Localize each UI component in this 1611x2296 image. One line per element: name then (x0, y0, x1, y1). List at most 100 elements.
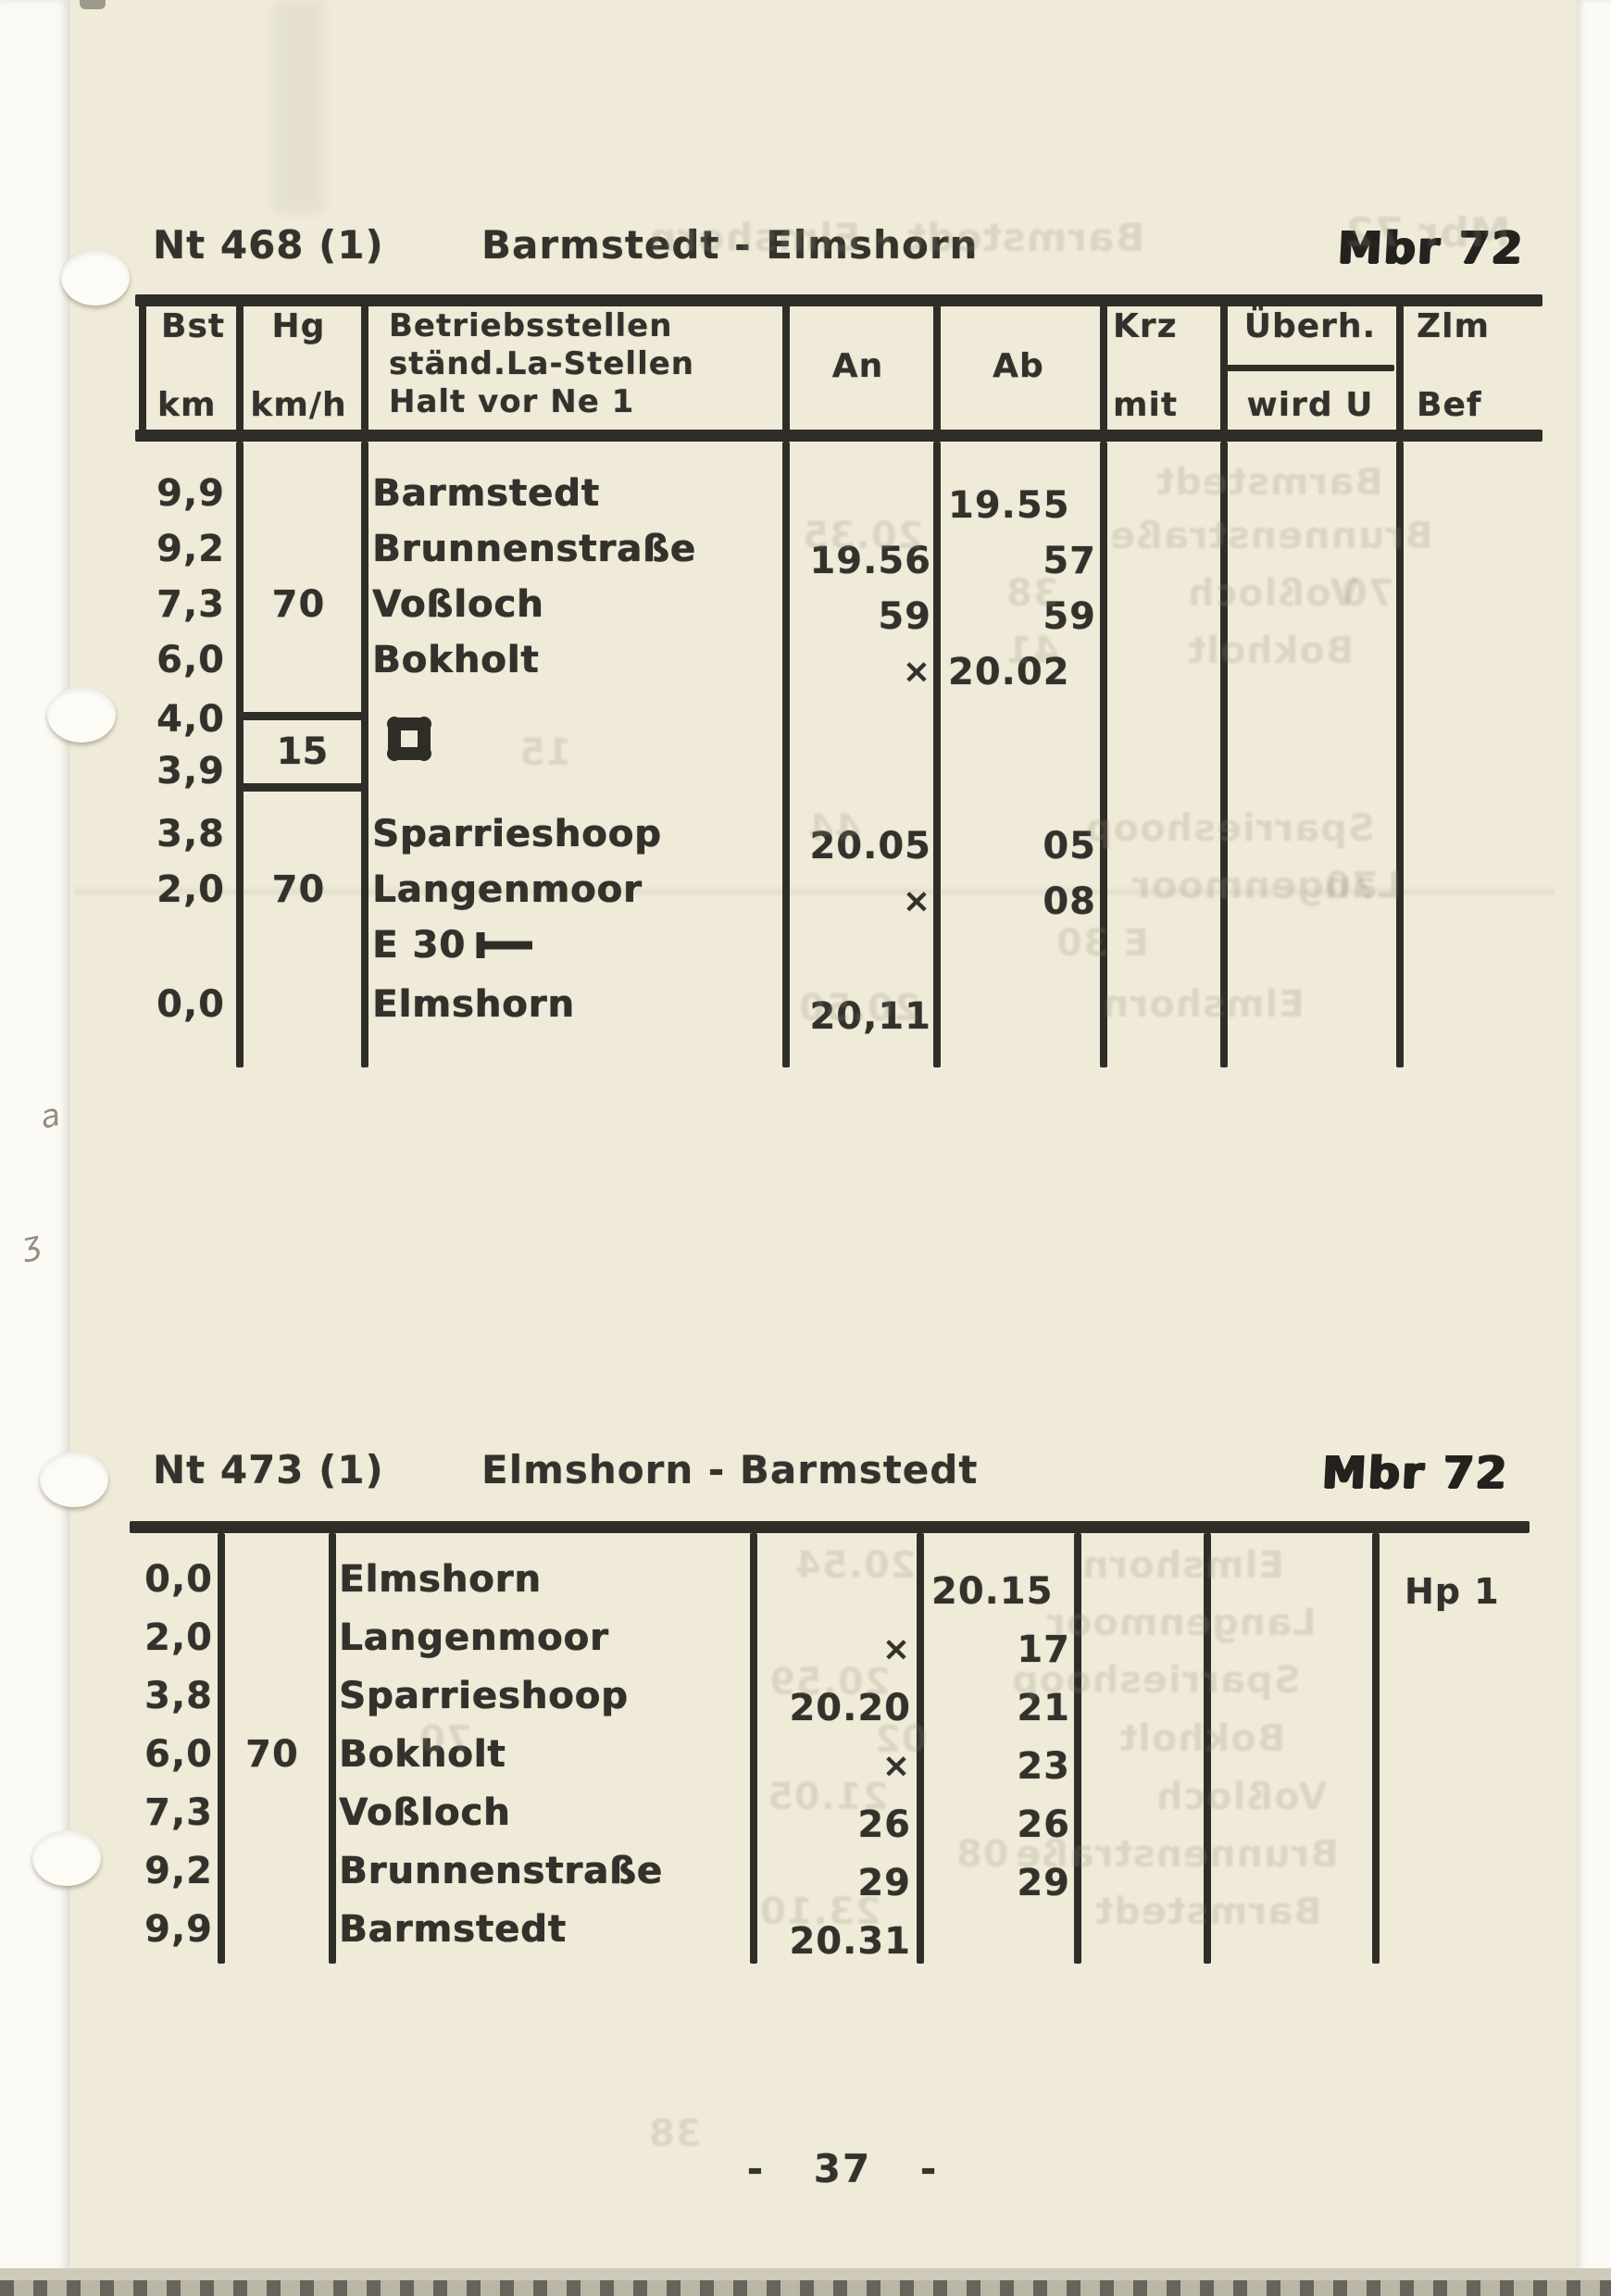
bleedthrough-text: Barmstedt (1094, 1890, 1322, 1933)
cell-km-value: 9,2 (156, 528, 225, 570)
train-number: Nt 468 (1) (153, 222, 384, 268)
cell-ab-value: 17 (1017, 1628, 1070, 1671)
cell-ab-value: 20.02 (948, 651, 1070, 693)
header-label-zlm: Zlm (1417, 307, 1490, 345)
cell-km-value: 2,0 (144, 1616, 213, 1659)
scan-bottom-perforation (0, 2280, 1611, 2296)
column-divider (236, 442, 244, 1067)
table-rule (135, 294, 1542, 306)
cell-ab-value: 21 (1017, 1687, 1070, 1729)
paper-crease (74, 885, 1555, 898)
header-label-ab: Ab (993, 346, 1044, 385)
cell-hg: 70 (218, 1728, 327, 1780)
cell-ab: 19.55 (939, 480, 1105, 531)
crossing-time-mark: × (784, 876, 974, 928)
header-cell-ab: Ab (941, 307, 1096, 424)
table-row: 9,9 Barmstedt 19.55 (139, 468, 1546, 527)
column-divider (1074, 1533, 1081, 1964)
cell-hg-value: 70 (271, 583, 326, 626)
cell-an-value: × (902, 653, 931, 691)
crossing-time-mark: × (784, 646, 974, 698)
train-number: Nt 473 (1) (153, 1447, 384, 1492)
table-row: 7,3 70 Voßloch 59 59 (139, 579, 1546, 638)
scan-margin-left (0, 0, 70, 2296)
header-label-hg: Hg (271, 307, 326, 345)
cell-hg: 70 (236, 864, 361, 916)
header-label-krz: Krz (1113, 307, 1178, 345)
cell-km-value: 6,0 (144, 1733, 213, 1776)
cell-km-value: 4,0 (156, 698, 225, 741)
cell-an-value: 59 (878, 595, 931, 638)
paper-fold-shading (274, 0, 324, 213)
cell-station: Langenmoor (339, 1612, 746, 1664)
punch-hole (40, 1452, 108, 1507)
cell-station: Barmstedt (339, 1903, 746, 1955)
cell-station: Barmstedt (372, 468, 778, 519)
bleedthrough-text: Brunnenstraße (1015, 1833, 1339, 1876)
cell-ab: 21 (922, 1682, 1091, 1734)
column-divider (1204, 1533, 1211, 1964)
table-row: 2,0 Langenmoor × 17 (139, 1612, 1546, 1671)
cell-km: 2,0 (139, 864, 225, 916)
column-divider (1372, 1533, 1380, 1964)
cell-st-value: Sparrieshoop (372, 813, 662, 855)
route-name: Barmstedt - Elmshorn (481, 222, 979, 268)
table-nt468: Nt 468 (1) Barmstedt - Elmshorn Mbr 72 Bst k… (135, 222, 1546, 1067)
table-row: 3,8 Sparrieshoop 20.20 21 (139, 1670, 1546, 1729)
bleedthrough-text: 02 (874, 1718, 928, 1761)
cell-hg: 70 (236, 579, 361, 630)
bleedthrough-text: Brunnenstraße (1109, 515, 1433, 557)
table-row: 0,0 Elmshorn 20,11 (139, 979, 1546, 1038)
scan-edge-smudge (80, 0, 106, 9)
column-divider (1220, 442, 1228, 1067)
table-row: 3,9 (139, 745, 1546, 797)
bleedthrough-text: 20.54 (794, 1544, 917, 1587)
cell-an-value: × (881, 1630, 911, 1668)
cell-ab-value: 57 (1043, 540, 1096, 582)
cell-km: 6,0 (139, 634, 225, 686)
column-divider (782, 442, 790, 1067)
column-divider (782, 304, 790, 433)
cell-ab-value: 05 (1043, 825, 1096, 867)
cell-st-value: Voßloch (339, 1791, 511, 1834)
cell-station: Brunnenstraße (372, 523, 778, 575)
column-divider (1100, 442, 1107, 1067)
table-row: 2,0 70 Langenmoor × 08 (139, 864, 1546, 923)
cell-km-value: 2,0 (156, 868, 225, 911)
table-row: E 30 (139, 919, 1546, 971)
cell-an-value: 20.05 (809, 825, 931, 867)
cell-ab: 26 (922, 1799, 1091, 1851)
cell-ab: 20.02 (939, 646, 1105, 698)
cell-st-value: Elmshorn (339, 1558, 542, 1601)
table-nt473: Nt 473 (1) Elmshorn - Barmstedt Mbr 72 0,0 E… (130, 1447, 1546, 1967)
table-row: 3,8 Sparrieshoop 20.05 05 (139, 808, 1546, 867)
cell-st-value: Brunnenstraße (339, 1850, 663, 1892)
cell-km-value: 9,2 (144, 1850, 213, 1892)
cell-st-value: Langenmoor (372, 868, 643, 911)
cell-ab: 29 (922, 1857, 1091, 1909)
header-label-mit: mit (1113, 386, 1179, 424)
cell-km: 3,9 (139, 745, 225, 797)
cell-ab: 59 (939, 591, 1117, 643)
bleedthrough-text: Voßloch (1155, 1776, 1328, 1818)
cell-station: Voßloch (372, 579, 778, 630)
cell-km-value: 3,9 (156, 750, 225, 792)
cell-station: Bokholt (339, 1728, 746, 1780)
table-row: 4,0 (139, 693, 1546, 745)
column-divider (750, 1533, 757, 1964)
cell-ab-value: 19.55 (948, 484, 1070, 527)
cell-ab: 57 (939, 535, 1117, 587)
scan-margin-right (1576, 0, 1611, 2296)
cell-st-value: Bokholt (339, 1733, 506, 1776)
cell-km: 9,9 (139, 468, 225, 519)
level-crossing-symbol (382, 712, 436, 769)
cell-an: 20.31 (754, 1915, 922, 1967)
table-row: 6,0 70 Bokholt × 23 (139, 1728, 1546, 1788)
column-divider (329, 1533, 336, 1964)
cell-km-value: 9,9 (144, 1908, 213, 1951)
cell-an-value: 19.56 (809, 540, 931, 582)
table-row: 9,2 Brunnenstraße 29 29 (139, 1845, 1546, 1904)
cell-an: 20.05 (784, 820, 943, 872)
cell-station: Sparrieshoop (339, 1670, 746, 1722)
cell-an: 19.56 (784, 535, 943, 587)
